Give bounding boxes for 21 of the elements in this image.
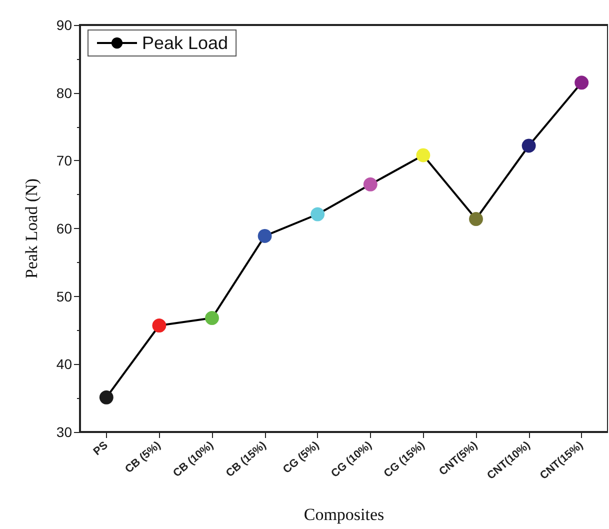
point <box>152 318 166 332</box>
point <box>205 311 219 326</box>
y-tick-label: 50 <box>56 288 72 304</box>
point <box>574 76 589 90</box>
point <box>99 390 114 404</box>
x-tick-label: PS <box>91 439 110 458</box>
y-tick-label: 40 <box>56 356 72 372</box>
y-tick-label: 60 <box>56 220 72 236</box>
point <box>363 177 378 192</box>
point <box>258 228 272 243</box>
point <box>416 148 430 162</box>
y-tick-label: 30 <box>56 424 72 440</box>
x-axis-title: Composites <box>304 505 384 524</box>
point <box>310 207 325 222</box>
y-tick-label: 80 <box>56 84 72 101</box>
point <box>522 138 536 153</box>
legend-label: Peak Load <box>142 33 228 53</box>
point <box>469 212 483 226</box>
y-tick-label: 90 <box>56 17 72 33</box>
y-tick-label: 70 <box>56 152 72 169</box>
y-axis-title: Peak Load (N) <box>22 178 41 279</box>
